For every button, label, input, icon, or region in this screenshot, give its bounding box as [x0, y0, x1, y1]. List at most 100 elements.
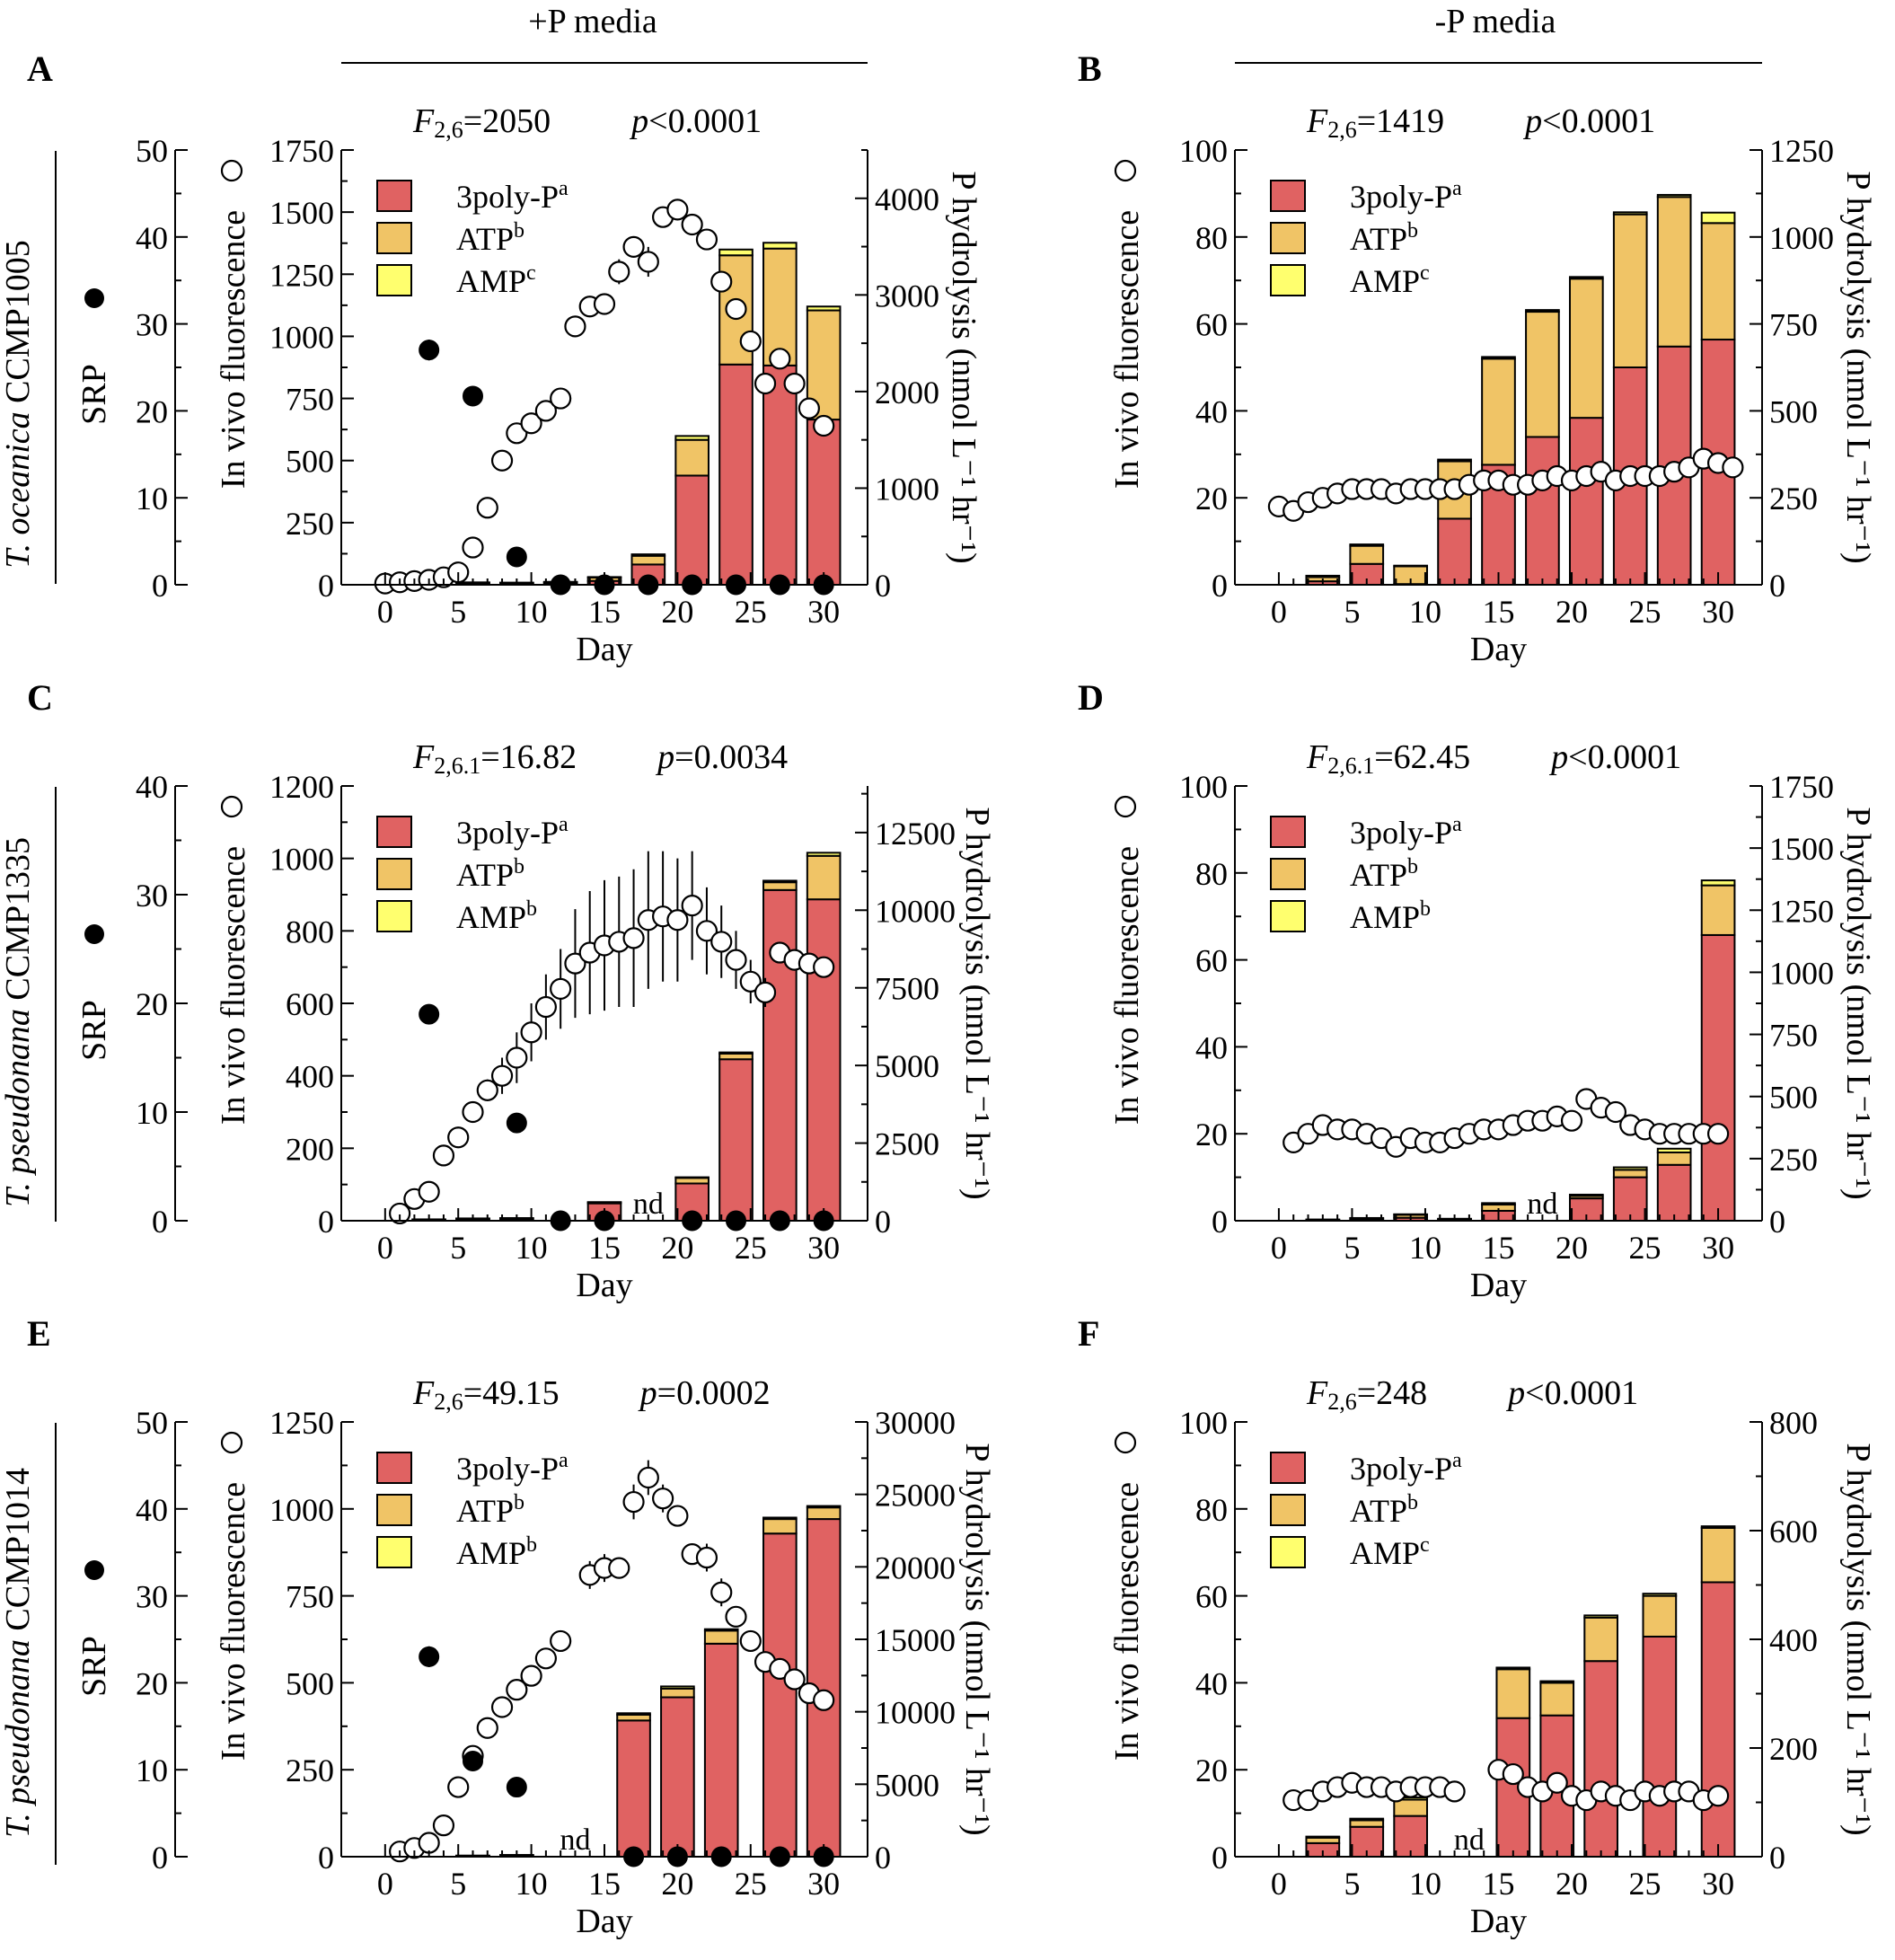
legend-label-superscript: a: [559, 1449, 568, 1472]
hydro-tick-label: 2500: [875, 1126, 939, 1162]
fluor-tick-label: 1000: [269, 319, 334, 355]
stats-p-value: <0.0001: [648, 102, 762, 140]
fluor-point-day-16: [608, 1557, 630, 1579]
fluor-tick-label: 200: [286, 1131, 334, 1167]
x-axis-label: Day: [1470, 1267, 1527, 1304]
hydro-tick-label: 0: [875, 1840, 891, 1876]
fluor-point-day-20: [666, 199, 689, 221]
stats-f-label: F: [412, 1374, 435, 1412]
legend-label-text: ATP: [456, 221, 514, 257]
bar-amp-day-15: [1481, 356, 1516, 360]
bar-polyp-day-27: [762, 1532, 798, 1858]
fluor-tick-label: 0: [1212, 1204, 1228, 1240]
legend-label: AMPc: [1350, 261, 1430, 299]
bar-polyp-day-27: [1656, 1163, 1692, 1223]
srp-point-day-9: [506, 1777, 527, 1798]
hydro-tick-label: 10000: [875, 1695, 956, 1731]
fluor-tick-label: 80: [1195, 1492, 1228, 1528]
x-tick-label: 5: [1344, 1866, 1360, 1902]
legend-label-superscript: b: [1407, 219, 1418, 243]
x-tick-label: 5: [450, 1230, 466, 1266]
bar-polyp-day-23: [703, 1642, 739, 1858]
panel-letter: E: [27, 1313, 51, 1354]
fluor-point-day-7: [476, 1717, 498, 1739]
fluor-tick-label: 60: [1195, 943, 1228, 979]
bar-amp-day-6: [1349, 1817, 1385, 1822]
x-tick-label: 10: [1409, 1866, 1441, 1902]
legend-swatch-3polyp: [1270, 1452, 1306, 1484]
fluor-tick-label: 0: [1212, 1840, 1228, 1876]
bar-atp-day-6: [1349, 1819, 1385, 1828]
hydro-tick-label: 0: [875, 568, 891, 604]
fluor-point-day-7: [476, 1079, 498, 1101]
fluor-point-day-13: [564, 952, 586, 975]
fluor-tick-label: 40: [1195, 1665, 1228, 1701]
fluor-point-day-23: [710, 1581, 733, 1603]
bar-polyp-day-12: [1437, 517, 1472, 587]
stats-p-value: <0.0001: [1525, 1374, 1638, 1412]
fluor-point-day-18: [637, 1466, 659, 1489]
x-tick-label: 30: [1702, 1866, 1734, 1902]
fluor-point-day-3: [418, 1180, 440, 1203]
x-tick-label: 30: [807, 594, 840, 630]
x-tick-label: 0: [1271, 1230, 1287, 1266]
fluor-point-day-8: [490, 1696, 514, 1718]
legend-label: ATPb: [1350, 1491, 1418, 1529]
fluor-tick-label: 20: [1195, 1753, 1228, 1788]
srp-axis-label: SRP: [75, 1636, 113, 1697]
fluor-marker-key: [220, 795, 243, 818]
bar-atp-day-6: [1349, 544, 1385, 565]
bar-atp-day-20: [660, 1687, 695, 1699]
bar-amp-day-19: [1539, 1680, 1575, 1684]
fluor-point-day-28: [783, 372, 806, 395]
stats-p-value: <0.0001: [1542, 102, 1655, 140]
hydro-tick-label: 25000: [875, 1478, 956, 1514]
legend-label: 3poly-Pa: [1350, 813, 1462, 851]
row-label-1-species: T. oceanica: [0, 411, 37, 568]
hydro-tick-label: 0: [1769, 568, 1785, 604]
x-tick-label: 25: [735, 1866, 767, 1902]
hydro-tick-label: 1000: [1769, 955, 1834, 991]
legend-swatch-atp: [1270, 1494, 1306, 1526]
fluor-tick-label: 1750: [269, 133, 334, 169]
x-tick-label: 25: [1629, 594, 1661, 630]
legend-label-superscript: b: [1407, 855, 1418, 878]
stats-p-value: <0.0001: [1568, 738, 1681, 776]
legend-label: 3poly-Pa: [456, 813, 568, 851]
srp-tick-label: 40: [136, 769, 168, 805]
stats-f-df: 2,6.1: [1327, 753, 1374, 779]
panel-d: DF2,6.1=62.45 p<0.0001nd02040608010002505…: [1078, 677, 1877, 1304]
bar-atp-day-9: [1393, 1798, 1429, 1817]
legend-label-text: 3poly-P: [456, 179, 559, 215]
srp-point-day-9: [506, 1112, 527, 1134]
bar-atp-day-30: [806, 1506, 842, 1521]
fluor-marker-key: [1114, 159, 1137, 182]
srp-tick-label: 40: [136, 220, 168, 256]
legend-swatch-3polyp: [376, 816, 412, 848]
stats-text: F2,6=248 p<0.0001: [1306, 1374, 1638, 1415]
legend-swatch-3polyp: [376, 1452, 412, 1484]
fluor-marker-key: [1114, 1431, 1137, 1454]
bar-polyp-day-30: [806, 898, 842, 1223]
stats-f-label: F: [1306, 738, 1328, 776]
bar-polyp-day-21: [674, 474, 710, 586]
legend-swatch-amp: [1270, 264, 1306, 296]
legend-label-superscript: a: [1452, 177, 1462, 200]
hydro-axis-label: P hydrolysis (nmol L⁻¹ hr⁻¹): [1839, 171, 1877, 563]
legend-label-text: 3poly-P: [1350, 179, 1452, 215]
stats-f-value: =49.15: [463, 1374, 560, 1412]
stats-text: F2,6.1=62.45 p<0.0001: [1306, 738, 1681, 779]
hydro-axis-label: P hydrolysis (nmol L⁻¹ hr⁻¹): [1839, 1443, 1877, 1835]
fluor-point-day-10: [520, 1664, 542, 1687]
bar-atp-day-30: [1700, 222, 1736, 341]
fluor-point-day-4: [432, 1144, 455, 1167]
legend-label: 3poly-Pa: [1350, 1449, 1462, 1487]
fluor-point-day-26: [754, 981, 777, 1004]
bar-atp-day-18: [630, 554, 666, 566]
row-label-3: T. pseudonana CCMP1014: [0, 1468, 37, 1838]
bar-amp-day-27: [762, 1516, 798, 1521]
fluor-point-day-23: [1604, 1100, 1627, 1124]
panel-letter: C: [27, 677, 53, 718]
bar-atp-day-23: [703, 1629, 739, 1645]
